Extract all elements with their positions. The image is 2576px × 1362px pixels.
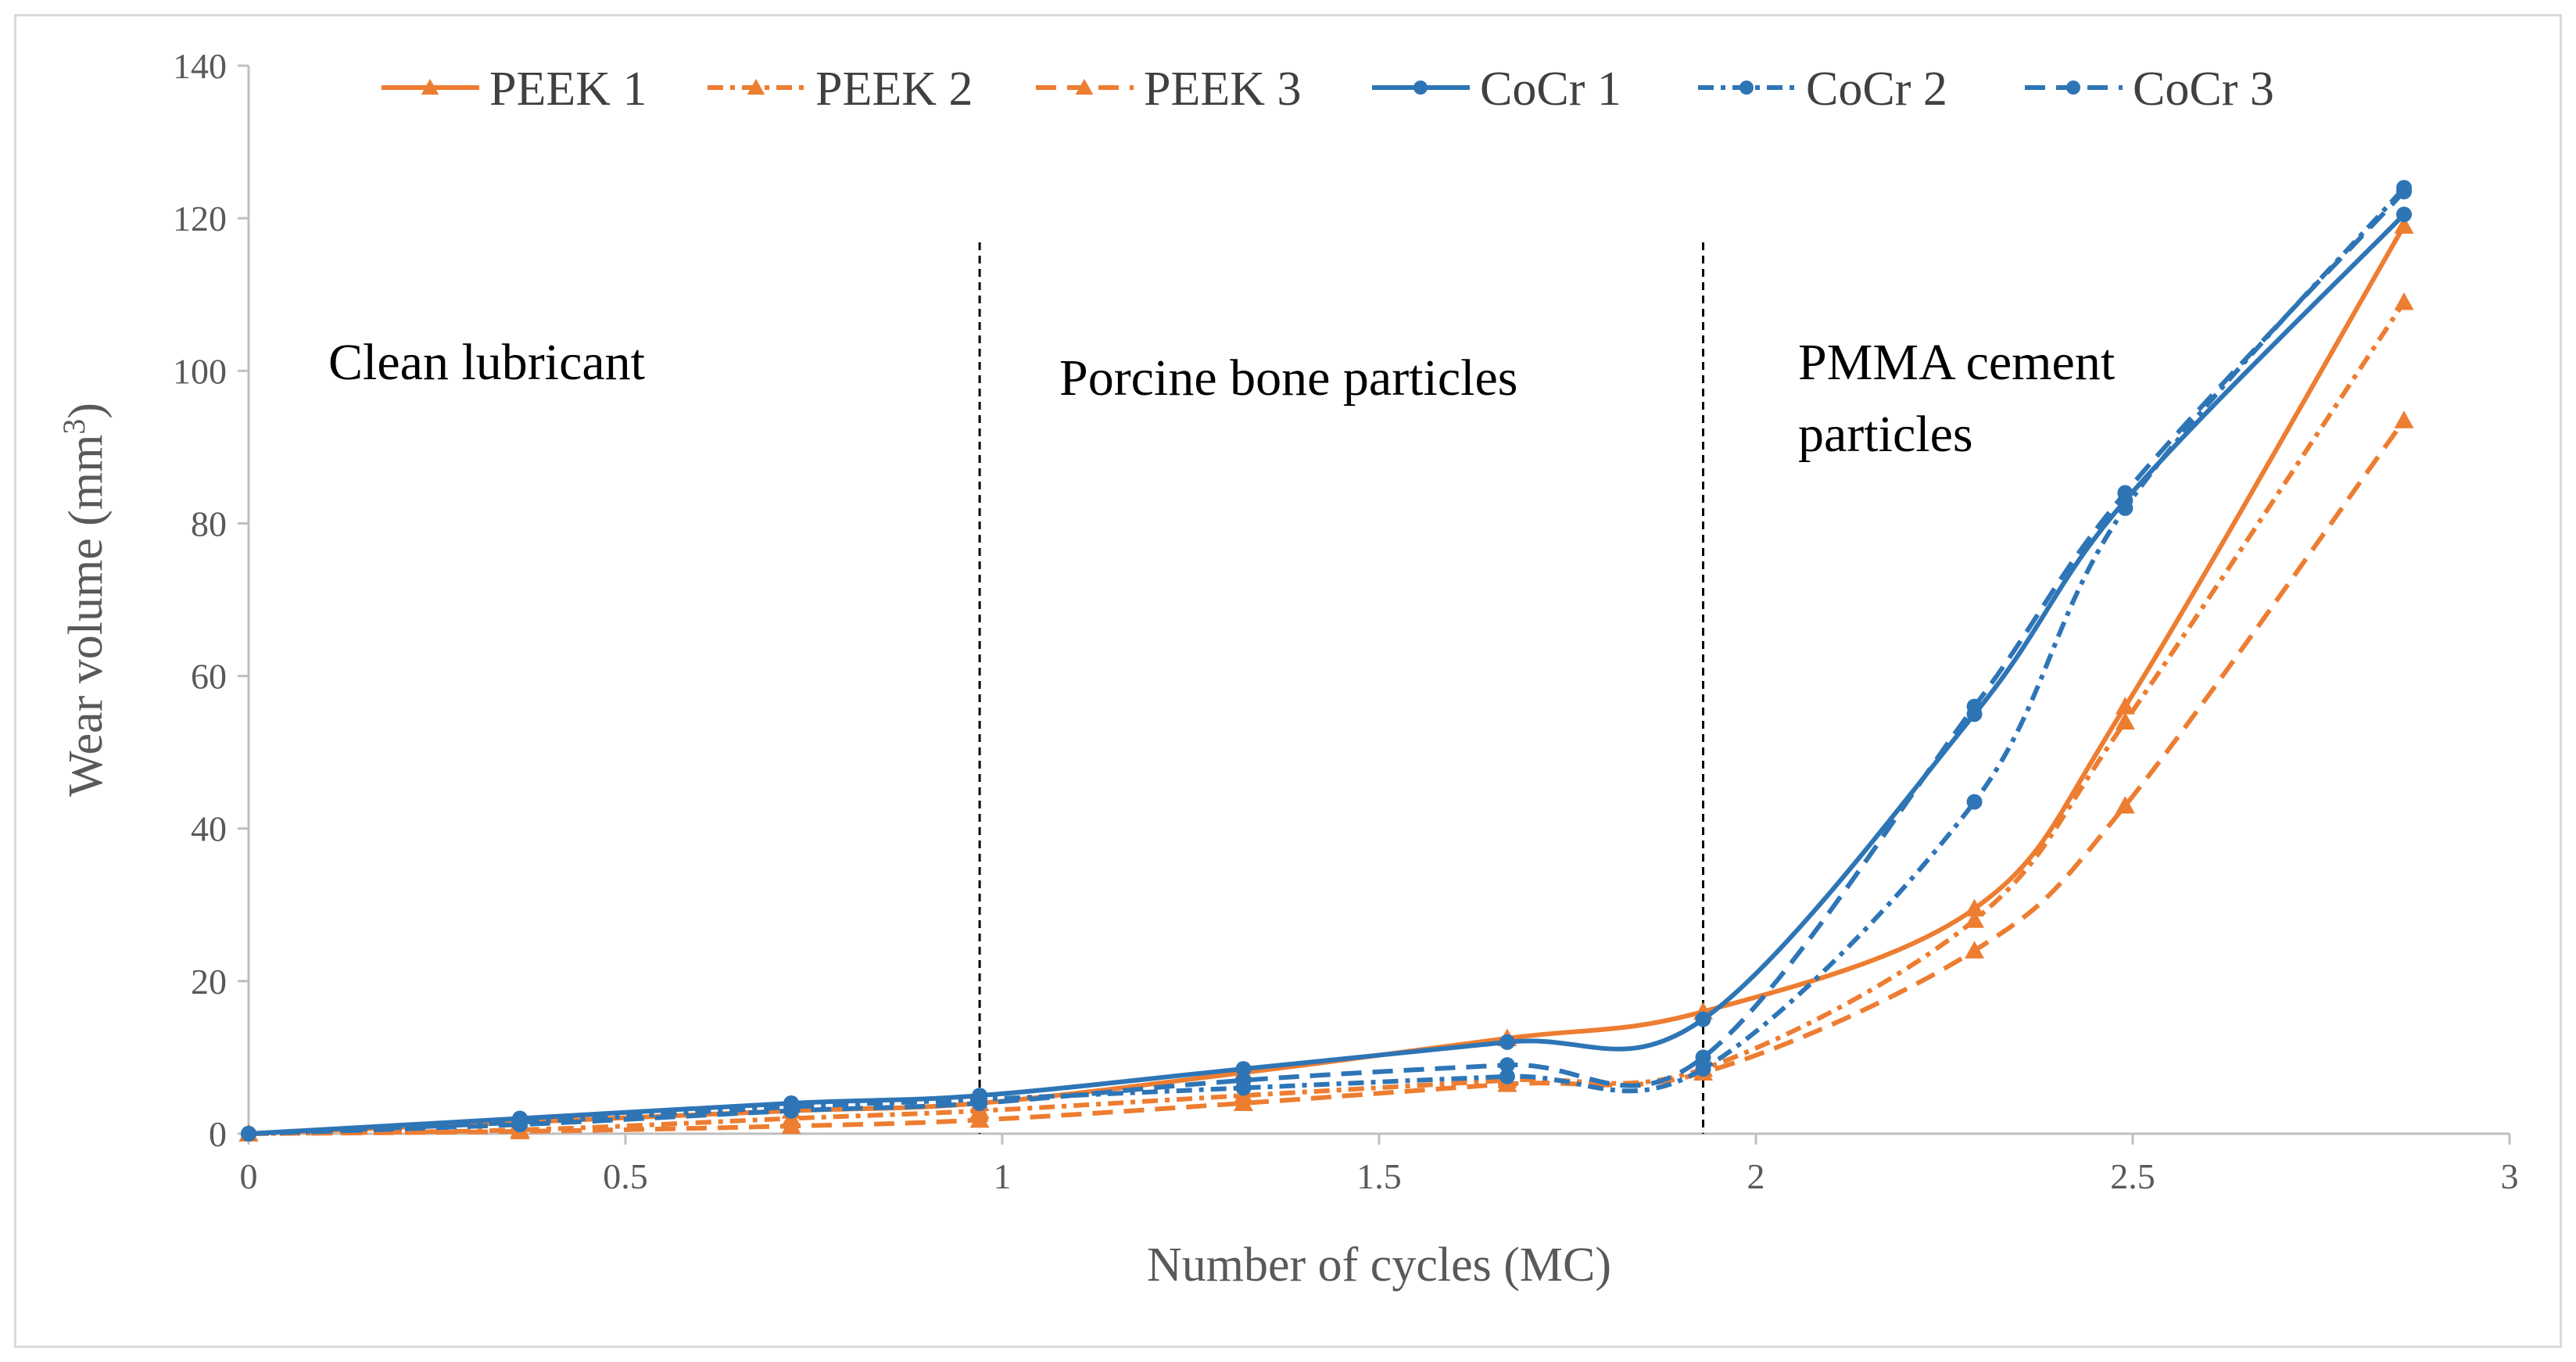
y-axis-title-superscript: 3 [56, 419, 91, 435]
data-point [1966, 698, 1983, 715]
data-point [1965, 910, 1985, 928]
data-point [1499, 1068, 1515, 1084]
data-point [2115, 697, 2135, 715]
legend-item: CoCr 2 [1698, 63, 1947, 116]
data-point [2396, 206, 2413, 223]
legend: PEEK 1 PEEK 2 PEEK 3 CoCr 1 CoCr 2 CoCr 3 [382, 63, 2274, 116]
legend-label: PEEK 2 [815, 63, 973, 116]
data-point [783, 1102, 800, 1119]
legend-label: CoCr 3 [2133, 63, 2274, 116]
data-point [1499, 1057, 1515, 1073]
y-tick-label: 60 [191, 657, 227, 697]
y-axis-title: Wear volume (mm3) [56, 403, 113, 797]
series-line [248, 186, 2406, 1136]
data-point [1966, 794, 1983, 810]
legend-item: CoCr 1 [1372, 63, 1621, 116]
data-point [2394, 410, 2414, 428]
legend-swatch-marker [2066, 81, 2080, 95]
legend-label: CoCr 2 [1806, 63, 1947, 116]
legend-item: PEEK 2 [708, 63, 973, 116]
x-tick-label: 3 [2501, 1156, 2519, 1196]
axes [247, 66, 2510, 1135]
series-cocr-2 [241, 180, 2413, 1142]
legend-item: PEEK 1 [382, 63, 647, 116]
y-tick-label: 140 [173, 46, 227, 86]
data-point [1235, 1061, 1252, 1077]
series-line [248, 189, 2406, 1136]
y-tick-label: 20 [191, 962, 227, 1002]
region-annotation: Clean lubricant [328, 334, 645, 391]
data-point [1235, 1072, 1252, 1088]
legend-swatch-marker [421, 78, 439, 95]
data-point [1965, 941, 1985, 959]
data-point [2394, 292, 2414, 310]
data-point [2115, 711, 2135, 730]
data-point [1695, 1061, 1711, 1077]
region-dividers [978, 242, 1705, 1134]
y-tick-label: 80 [191, 504, 227, 543]
data-point [969, 1109, 990, 1128]
x-axis-title: Number of cycles (MC) [1147, 1238, 1611, 1292]
x-tick-label: 1 [994, 1156, 1012, 1196]
legend-item: PEEK 3 [1036, 63, 1302, 116]
series-line [248, 213, 2406, 1136]
data-point [241, 1126, 256, 1142]
data-point [2117, 500, 2134, 516]
data-point [2396, 183, 2413, 199]
series-line [248, 418, 2406, 1136]
region-annotation: Porcine bone particles [1059, 349, 1517, 407]
y-axis-title-main: Wear volume (mm [59, 435, 113, 797]
x-tick-label: 2 [1747, 1156, 1765, 1196]
tick-marks: 0 20 40 60 80 100 120 140 0 0.5 1 1.5 2 2.5 3 [173, 46, 2519, 1196]
legend-swatch-marker [1413, 81, 1428, 95]
series-cocr-3 [241, 183, 2413, 1142]
data-point [1695, 1049, 1711, 1066]
data-point [2394, 216, 2414, 234]
legend-label: CoCr 1 [1480, 63, 1621, 116]
x-tick-label: 0 [240, 1156, 258, 1196]
legend-label: PEEK 3 [1144, 63, 1302, 116]
data-point [1233, 1093, 1253, 1111]
legend-swatch-marker [1075, 78, 1094, 95]
y-axis-title-suffix: ) [59, 403, 113, 419]
data-point [972, 1095, 988, 1111]
data-point [781, 1116, 801, 1134]
legend-swatch-marker [747, 78, 765, 95]
y-tick-label: 0 [209, 1114, 227, 1154]
x-tick-label: 1.5 [1356, 1156, 1402, 1196]
data-point [1965, 898, 1985, 917]
x-tick-label: 2.5 [2110, 1156, 2155, 1196]
region-annotation: PMMA cement [1798, 334, 2115, 391]
legend-item: CoCr 3 [2025, 63, 2274, 116]
legend-label: PEEK 1 [489, 63, 647, 116]
series-lines [238, 180, 2414, 1142]
x-tick-label: 0.5 [603, 1156, 648, 1196]
series-peek-2 [238, 292, 2414, 1142]
series-line [248, 300, 2406, 1136]
y-tick-label: 40 [191, 809, 227, 849]
data-point [2117, 485, 2134, 501]
data-point [1499, 1034, 1515, 1050]
data-point [512, 1116, 528, 1133]
legend-swatch-marker [1739, 81, 1754, 95]
y-tick-label: 100 [173, 351, 227, 391]
region-annotations: Clean lubricant Porcine bone particles PMM… [328, 334, 2115, 463]
data-point [1695, 1011, 1711, 1027]
region-annotation: particles [1798, 406, 1973, 463]
y-tick-label: 120 [173, 199, 227, 238]
data-point [2115, 795, 2135, 814]
